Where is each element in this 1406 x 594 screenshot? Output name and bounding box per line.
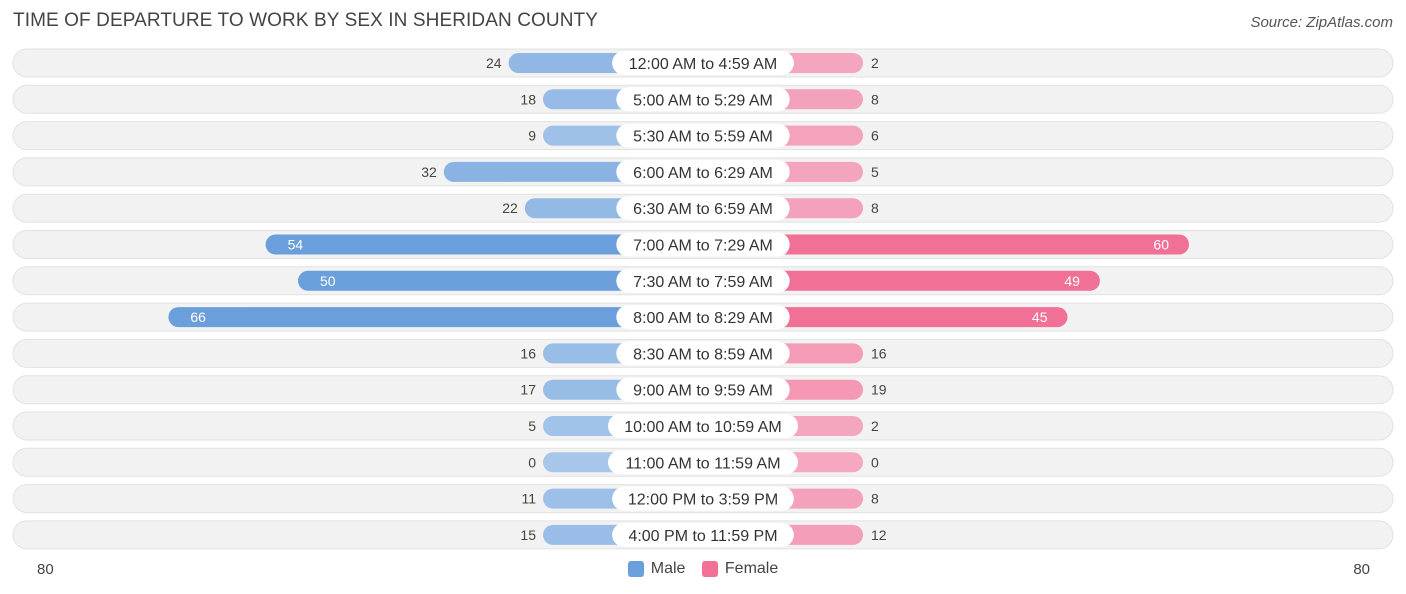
category-label-background [612,522,794,547]
value-label-female: 49 [1064,273,1080,289]
bar-male [265,234,703,255]
category-label: 8:00 AM to 8:29 AM [633,310,773,327]
bar-female [703,234,1189,255]
category-label-background [608,414,798,438]
legend-item-male[interactable]: Male [627,560,686,578]
value-label-male: 50 [320,273,336,289]
axis-right-label: 80 [1353,561,1370,578]
value-label-female: 16 [871,345,887,361]
value-label-female: 60 [1153,237,1169,253]
category-label: 6:30 AM to 6:59 AM [633,201,773,218]
category-label: 8:30 AM to 8:59 AM [633,346,773,363]
value-label-male: 66 [190,309,206,325]
bar-male [168,307,703,328]
bar-female [703,307,1068,328]
legend-swatch-female [701,561,718,577]
legend: Male Female [0,560,1406,582]
category-label: 12:00 AM to 4:59 AM [629,56,778,73]
value-label-male: 22 [502,200,518,216]
category-label-background [616,87,790,112]
category-label-background [616,305,790,330]
category-label: 10:00 AM to 10:59 AM [624,419,781,436]
category-label-background [616,268,790,293]
value-label-male: 18 [520,91,536,107]
value-label-male: 54 [288,237,304,253]
chart-title: TIME OF DEPARTURE TO WORK BY SEX IN SHER… [13,10,599,31]
category-label: 7:30 AM to 7:59 AM [633,274,773,291]
category-label-background [616,232,790,257]
value-label-female: 5 [871,164,879,180]
value-label-female: 8 [871,91,879,107]
source-label: Source: ZipAtlas.com [1250,14,1393,31]
value-label-female: 45 [1032,309,1048,325]
value-label-male: 0 [528,454,536,470]
value-label-female: 12 [871,527,887,543]
category-label-background [616,341,790,366]
value-label-female: 2 [871,55,879,71]
category-label-background [612,51,794,75]
value-label-male: 32 [421,164,437,180]
category-label: 12:00 PM to 3:59 PM [628,492,778,509]
value-label-female: 0 [871,454,879,470]
category-label-background [616,123,790,148]
value-label-male: 11 [521,491,536,507]
axis-left-label: 80 [37,561,54,578]
legend-swatch-male [627,561,644,577]
value-label-female: 8 [871,200,879,216]
value-label-female: 19 [871,382,887,398]
value-label-male: 15 [520,527,536,543]
value-label-male: 16 [520,345,536,361]
value-label-female: 2 [871,418,879,434]
category-label: 5:30 AM to 5:59 AM [633,129,773,146]
category-label-background [616,377,790,402]
category-label: 9:00 AM to 9:59 AM [633,383,773,400]
category-label-background [616,159,790,184]
value-label-male: 9 [528,128,536,144]
category-label-background [616,196,790,221]
value-label-female: 8 [871,491,879,507]
legend-item-female[interactable]: Female [701,560,779,578]
category-label: 7:00 AM to 7:29 AM [633,238,773,255]
category-label-background [608,450,798,475]
legend-label-female: Female [724,560,779,577]
value-label-male: 5 [528,418,536,434]
value-label-male: 17 [520,382,536,398]
value-label-female: 6 [871,128,879,144]
category-label-background [612,486,794,511]
category-label: 5:00 AM to 5:29 AM [633,92,773,109]
category-label: 11:00 AM to 11:59 AM [625,455,780,472]
category-label: 4:00 PM to 11:59 PM [628,528,777,545]
legend-label-male: Male [650,560,686,577]
value-label-male: 24 [486,55,502,71]
category-label: 6:00 AM to 6:29 AM [633,165,773,182]
bar-male [298,270,703,291]
bar-female [703,270,1100,291]
